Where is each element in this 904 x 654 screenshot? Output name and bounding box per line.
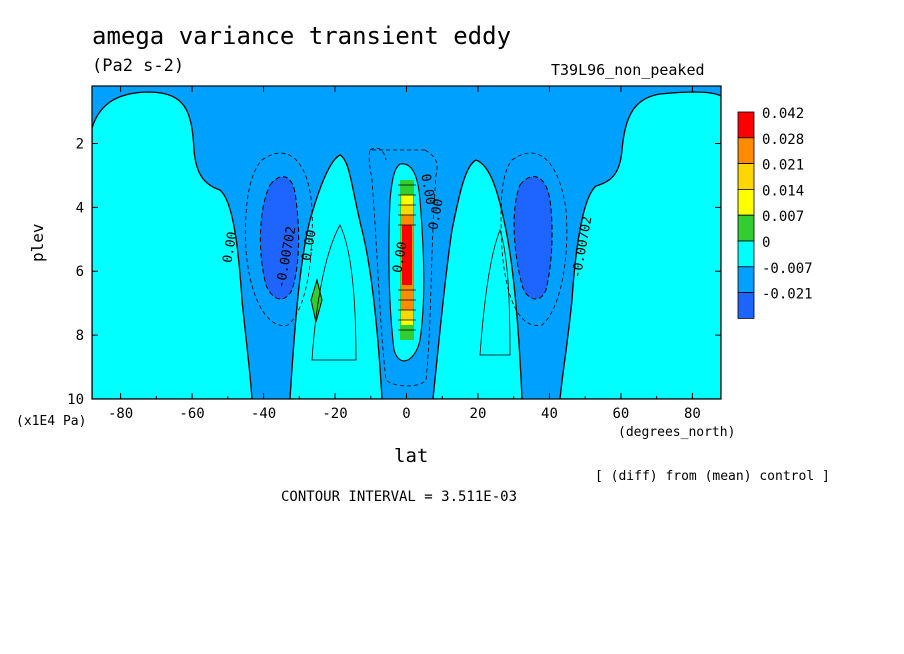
contour-thin-right: [479, 228, 511, 356]
colorbar-swatch: [737, 111, 755, 139]
x-axis-ticks: -80 -60 -40 -20 0 20 40 60 80: [108, 86, 701, 422]
colorbar-label: 0.042: [762, 106, 804, 122]
colorbar-swatch: [737, 137, 755, 165]
y-tick-label: 2: [76, 136, 84, 152]
colorbar-label: -0.021: [762, 287, 813, 303]
colorbar-swatch: [737, 292, 755, 319]
contour-label: 0.00: [220, 231, 240, 264]
contour-fields: [92, 86, 721, 399]
contour-dashed-left: [245, 152, 313, 326]
colorbar-label: 0.014: [762, 183, 804, 199]
x-tick-label: 0: [402, 406, 410, 422]
y-axis-ticks: 2 4 6 8 10: [67, 136, 721, 408]
colorbar-label: -0.007: [762, 261, 813, 277]
field-right-minimum: [513, 176, 553, 300]
colorbar-swatch: [737, 266, 755, 293]
y-tick-label: 4: [76, 200, 84, 216]
equator-contour-stack: [398, 184, 416, 331]
x-tick-label: 20: [470, 406, 487, 422]
contour-thin-left: [311, 224, 357, 361]
field-left-minimum: [259, 176, 300, 300]
colorbar-label: 0: [762, 235, 770, 251]
field-left-column: [92, 91, 253, 399]
colorbar-swatch: [737, 214, 755, 242]
y-tick-label: 6: [76, 264, 84, 280]
y-tick-label: 10: [67, 392, 84, 408]
colorbar-label: 0.007: [762, 209, 804, 225]
field-right-tongue: [432, 159, 523, 399]
x-axis-unit: (degrees_north): [618, 425, 736, 440]
colorbar-label: 0.028: [762, 132, 804, 148]
x-tick-label: -80: [108, 406, 133, 422]
x-tick-label: -40: [251, 406, 276, 422]
x-tick-label: -60: [179, 406, 204, 422]
contour-label: 0.00: [390, 241, 410, 274]
contour-interval: CONTOUR INTERVAL = 3.511E-03: [281, 489, 518, 505]
chart-title: amega variance transient eddy: [92, 22, 512, 50]
run-label: T39L96_non_peaked: [551, 61, 705, 79]
field-green-diamond: [310, 278, 323, 323]
y-axis-unit: (x1E4 Pa): [16, 414, 87, 429]
x-axis-label: lat: [394, 445, 429, 467]
contour-label: 0.00: [299, 229, 319, 262]
field-right-column: [559, 91, 721, 399]
x-tick-label: 40: [541, 406, 558, 422]
diff-note: [ (diff) from (mean) control ]: [595, 469, 830, 484]
colorbar-swatch: [737, 163, 755, 190]
contour-dashed-equator: [368, 147, 438, 387]
chart-units: (Pa2 s-2): [92, 56, 185, 76]
y-tick-label: 8: [76, 328, 84, 344]
x-tick-label: -20: [322, 406, 347, 422]
colorbar: 0.042 0.028 0.021 0.014 0.007 0 -0.007 -0.021: [737, 106, 813, 319]
colorbar-swatch: [737, 188, 755, 216]
field-equator-red: [402, 225, 412, 285]
field-left-tongue: [289, 154, 383, 399]
x-tick-label: 60: [613, 406, 630, 422]
x-tick-label: 80: [684, 406, 701, 422]
colorbar-swatch: [737, 240, 755, 268]
contour-label: 0.00: [426, 198, 446, 231]
colorbar-label: 0.021: [762, 158, 804, 174]
contour-dashed-right: [500, 152, 568, 326]
contour-label: 0.00: [417, 173, 437, 206]
